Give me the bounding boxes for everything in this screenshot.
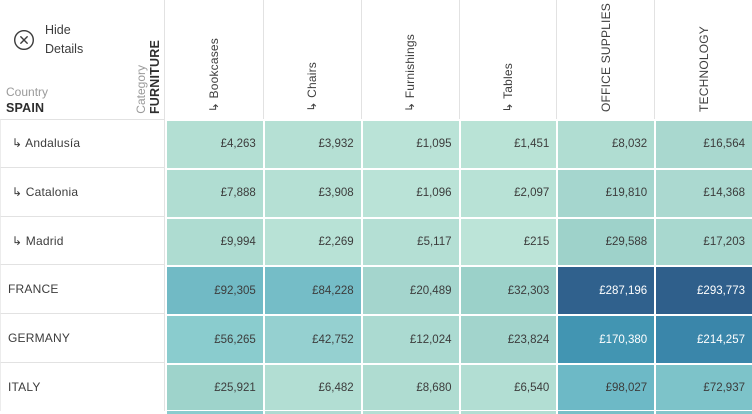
cell-madrid-chairs[interactable]: £2,269 — [262, 216, 361, 266]
row-header-catalonia[interactable]: ↳ Catalonia — [0, 167, 165, 217]
table-row-france: FRANCE £92,305 £84,228 £20,489 £32,303 £287,1… — [0, 265, 752, 315]
table-row-germany: GERMANY £56,265 £42,752 £12,024 £23,824 £170,… — [0, 314, 752, 364]
cell-madrid-furnishings[interactable]: £5,117 — [360, 216, 459, 266]
cell-germany-furnishings[interactable]: £12,024 — [360, 314, 459, 364]
hide-details-button[interactable]: Hide Details — [12, 21, 91, 59]
cell-italy-bookcases[interactable]: £25,921 — [165, 363, 263, 412]
cell-france-furnishings[interactable]: £20,489 — [360, 265, 459, 315]
cell-italy-tables[interactable]: £6,540 — [458, 363, 557, 412]
column-header-office-supplies[interactable]: OFFICE SUPPLIES — [556, 0, 654, 119]
cell-italy-chairs[interactable]: £6,482 — [262, 363, 361, 412]
cell-germany-office-supplies[interactable]: £170,380 — [556, 314, 655, 364]
table-body: ↳ Andalusía £4,263 £3,932 £1,095 £1,451 £8,03… — [0, 119, 752, 412]
cell-andalusia-furnishings[interactable]: £1,095 — [360, 119, 459, 168]
cell-andalusia-bookcases[interactable]: £4,263 — [165, 119, 263, 168]
next-row-sliver-cell — [262, 411, 361, 414]
cell-germany-chairs[interactable]: £42,752 — [262, 314, 361, 364]
cell-france-tables[interactable]: £32,303 — [458, 265, 557, 315]
table-row-madrid: ↳ Madrid £9,994 £2,269 £5,117 £215 £29,588 £17… — [0, 216, 752, 266]
next-row-sliver-cell — [654, 411, 752, 414]
row-header-france[interactable]: FRANCE — [0, 265, 165, 315]
column-header-label: ↳ Tables — [500, 62, 515, 112]
cell-france-technology[interactable]: £293,773 — [654, 265, 752, 315]
column-member-furniture[interactable]: FURNITURE — [148, 39, 162, 114]
cell-italy-furnishings[interactable]: £8,680 — [360, 363, 459, 412]
table-row-andalusia: ↳ Andalusía £4,263 £3,932 £1,095 £1,451 £8,03… — [0, 119, 752, 168]
row-header-madrid[interactable]: ↳ Madrid — [0, 216, 165, 266]
cell-germany-technology[interactable]: £214,257 — [654, 314, 752, 364]
cell-andalusia-tables[interactable]: £1,451 — [458, 119, 557, 168]
hide-details-label: Hide Details — [45, 23, 84, 56]
cell-catalonia-furnishings[interactable]: £1,096 — [360, 167, 459, 217]
column-header-label: OFFICE SUPPLIES — [598, 2, 613, 112]
cell-italy-office-supplies[interactable]: £98,027 — [556, 363, 655, 412]
next-row-sliver-cell — [458, 411, 557, 414]
column-header-technology[interactable]: TECHNOLOGY — [654, 0, 752, 119]
cell-italy-technology[interactable]: £72,937 — [654, 363, 752, 412]
cell-catalonia-office-supplies[interactable]: £19,810 — [556, 167, 655, 217]
column-header-tables[interactable]: ↳ Tables — [458, 0, 557, 119]
next-row-sliver-cell — [556, 411, 655, 414]
cell-madrid-office-supplies[interactable]: £29,588 — [556, 216, 655, 266]
next-row-sliver-cell — [165, 411, 263, 414]
row-axis: Country SPAIN — [6, 85, 48, 115]
next-row-sliver-cell — [360, 411, 459, 414]
column-header-label: ↳ Furnishings — [403, 33, 418, 112]
cell-catalonia-bookcases[interactable]: £7,888 — [165, 167, 263, 217]
row-member-spain[interactable]: SPAIN — [6, 101, 45, 115]
column-header-bookcases[interactable]: ↳ Bookcases — [165, 0, 263, 119]
cell-france-bookcases[interactable]: £92,305 — [165, 265, 263, 315]
cell-madrid-bookcases[interactable]: £9,994 — [165, 216, 263, 266]
row-header-italy[interactable]: ITALY — [0, 363, 165, 412]
cell-madrid-technology[interactable]: £17,203 — [654, 216, 752, 266]
next-row-sliver — [0, 411, 752, 414]
cell-germany-bookcases[interactable]: £56,265 — [165, 314, 263, 364]
column-field-label: Category — [134, 65, 148, 114]
cell-andalusia-technology[interactable]: £16,564 — [654, 119, 752, 168]
column-header-label: ↳ Bookcases — [206, 37, 221, 112]
column-header-label: ↳ Chairs — [305, 62, 320, 112]
header-corner: Hide Details Country SPAIN Category FURN… — [0, 0, 165, 119]
column-header-chairs[interactable]: ↳ Chairs — [262, 0, 361, 119]
next-row-sliver-label — [0, 411, 165, 414]
cell-catalonia-chairs[interactable]: £3,908 — [262, 167, 361, 217]
row-header-germany[interactable]: GERMANY — [0, 314, 165, 364]
cell-germany-tables[interactable]: £23,824 — [458, 314, 557, 364]
cell-catalonia-technology[interactable]: £14,368 — [654, 167, 752, 217]
column-header-furnishings[interactable]: ↳ Furnishings — [360, 0, 459, 119]
row-header-andalusia[interactable]: ↳ Andalusía — [0, 119, 165, 168]
cell-catalonia-tables[interactable]: £2,097 — [458, 167, 557, 217]
column-header-row: Hide Details Country SPAIN Category FURN… — [0, 0, 752, 119]
cell-andalusia-chairs[interactable]: £3,932 — [262, 119, 361, 168]
cell-france-office-supplies[interactable]: £287,196 — [556, 265, 655, 315]
cell-madrid-tables[interactable]: £215 — [458, 216, 557, 266]
row-field-label: Country — [6, 85, 49, 99]
table-row-catalonia: ↳ Catalonia £7,888 £3,908 £1,096 £2,097 £19,8… — [0, 167, 752, 217]
cell-france-chairs[interactable]: £84,228 — [262, 265, 361, 315]
table-row-italy: ITALY £25,921 £6,482 £8,680 £6,540 £98,027 £72… — [0, 363, 752, 412]
circle-x-icon — [12, 28, 36, 52]
column-axis: Category FURNITURE — [134, 40, 162, 114]
column-header-label: TECHNOLOGY — [696, 25, 711, 112]
cell-andalusia-office-supplies[interactable]: £8,032 — [556, 119, 655, 168]
